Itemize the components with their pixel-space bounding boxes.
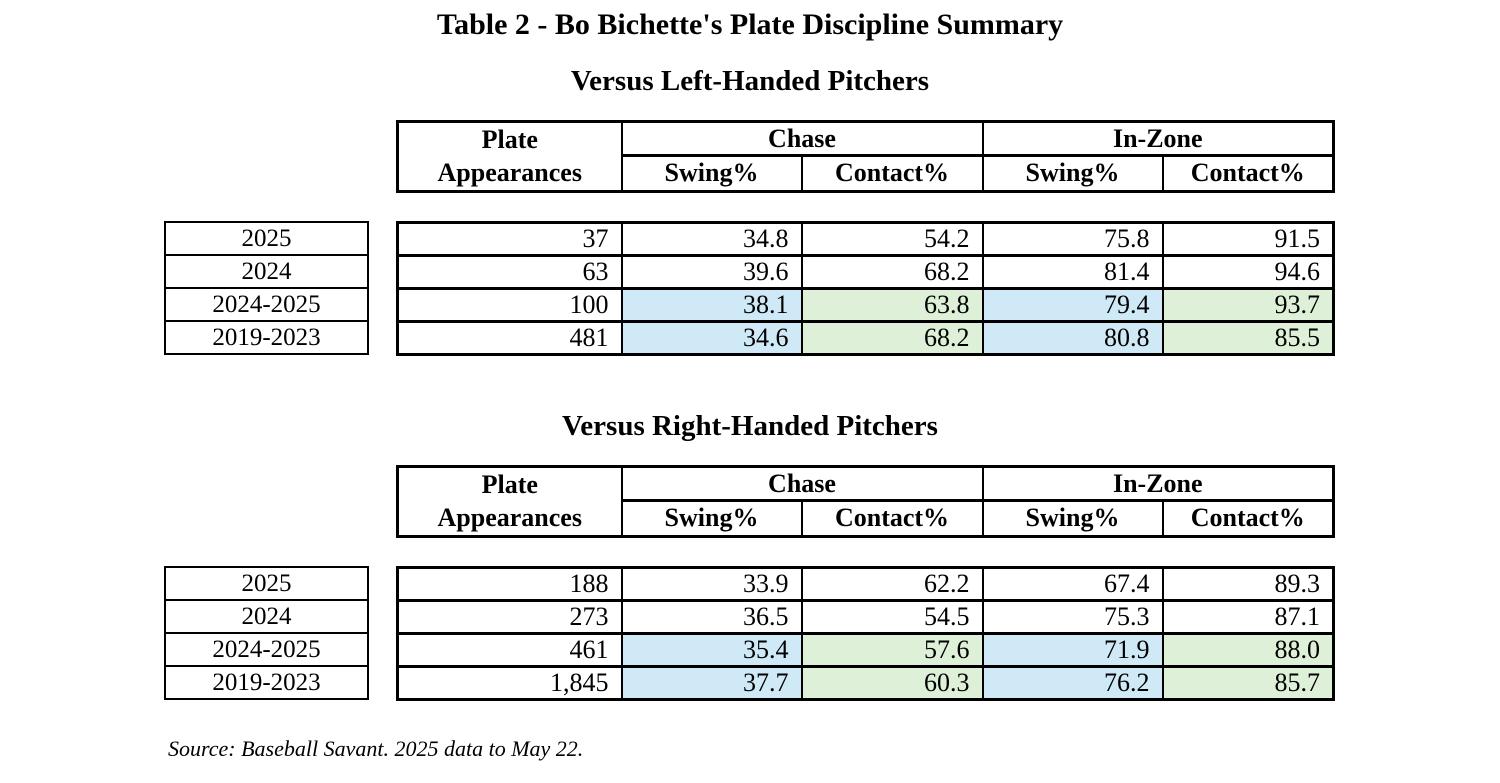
lhp-year-table: 2025 2024 2024-2025 2019-2023 [164, 221, 369, 355]
cell-plate-appearances: 37 [396, 221, 623, 257]
header-row-groups: Plate Appearances Chase In-Zone [396, 119, 1335, 193]
col-header-chase-contact: Contact% [800, 154, 984, 193]
table-row: 188 33.9 62.2 67.4 89.3 [396, 566, 1335, 602]
cell-zone-swing: 80.8 [981, 320, 1164, 356]
rhp-year-table: 2025 2024 2024-2025 2019-2023 [164, 566, 369, 700]
cell-zone-swing: 79.4 [981, 287, 1164, 323]
cell-year: 2025 [164, 566, 369, 601]
header-row-groups: Plate Appearances Chase In-Zone [396, 464, 1335, 538]
cell-chase-contact: 57.6 [800, 632, 984, 668]
cell-year: 2024 [164, 599, 369, 634]
table-row: 2019-2023 [164, 665, 369, 700]
lhp-header-table: Plate Appearances Chase In-Zone Swing% C… [396, 119, 1336, 193]
cell-year: 2024-2025 [164, 632, 369, 667]
cell-zone-contact: 89.3 [1161, 566, 1335, 602]
col-group-chase: Chase [620, 464, 984, 503]
figure-title: Table 2 - Bo Bichette's Plate Discipline… [436, 8, 1064, 41]
rhp-data-table: 188 33.9 62.2 67.4 89.3 273 36.5 54.5 75… [396, 566, 1335, 701]
cell-plate-appearances: 273 [396, 599, 623, 635]
col-header-zone-swing: Swing% [981, 154, 1164, 193]
table-row: 2025 [164, 221, 369, 256]
cell-zone-contact: 91.5 [1161, 221, 1335, 257]
cell-chase-contact: 62.2 [800, 566, 984, 602]
cell-zone-contact: 85.5 [1161, 320, 1335, 356]
col-header-plate-appearances: Plate Appearances [396, 120, 623, 193]
cell-zone-contact: 88.0 [1161, 632, 1335, 668]
cell-zone-swing: 75.3 [981, 599, 1164, 635]
cell-zone-swing: 81.4 [981, 254, 1164, 290]
cell-year: 2025 [164, 221, 369, 256]
cell-chase-swing: 37.7 [620, 665, 803, 701]
cell-zone-contact: 87.1 [1161, 599, 1335, 635]
table-row: 37 34.8 54.2 75.8 91.5 [396, 221, 1335, 257]
cell-zone-swing: 76.2 [981, 665, 1164, 701]
plate-label-line2: Appearances [437, 158, 582, 188]
plate-label-line2: Appearances [437, 503, 582, 533]
cell-chase-swing: 36.5 [620, 599, 803, 635]
cell-chase-contact: 68.2 [800, 254, 984, 290]
table-row: 2025 [164, 566, 369, 601]
cell-zone-contact: 93.7 [1161, 287, 1335, 323]
cell-zone-swing: 75.8 [981, 221, 1164, 257]
table-row: 2024-2025 [164, 632, 369, 667]
cell-chase-swing: 38.1 [620, 287, 803, 323]
cell-zone-swing: 67.4 [981, 566, 1164, 602]
col-group-in-zone: In-Zone [981, 119, 1335, 158]
cell-chase-swing: 39.6 [620, 254, 803, 290]
cell-chase-contact: 63.8 [800, 287, 984, 323]
cell-zone-contact: 94.6 [1161, 254, 1335, 290]
lhp-data-table: 37 34.8 54.2 75.8 91.5 63 39.6 68.2 81.4… [396, 221, 1335, 356]
cell-plate-appearances: 63 [396, 254, 623, 290]
col-header-zone-swing: Swing% [981, 499, 1164, 538]
cell-chase-swing: 33.9 [620, 566, 803, 602]
cell-chase-swing: 34.6 [620, 320, 803, 356]
cell-chase-contact: 54.5 [800, 599, 984, 635]
cell-chase-swing: 35.4 [620, 632, 803, 668]
cell-plate-appearances: 461 [396, 632, 623, 668]
cell-plate-appearances: 1,845 [396, 665, 623, 701]
table-row: 2024-2025 [164, 287, 369, 322]
cell-chase-contact: 60.3 [800, 665, 984, 701]
table-row: 2024 [164, 599, 369, 634]
cell-plate-appearances: 100 [396, 287, 623, 323]
cell-plate-appearances: 481 [396, 320, 623, 356]
rhp-header-table: Plate Appearances Chase In-Zone Swing% C… [396, 464, 1336, 538]
col-header-chase-swing: Swing% [620, 154, 803, 193]
header-row-metrics: Swing% Contact% Swing% Contact% [398, 499, 1335, 538]
section-subtitle-rhp: Versus Right-Handed Pitchers [562, 410, 938, 442]
col-header-zone-contact: Contact% [1161, 154, 1335, 193]
cell-plate-appearances: 188 [396, 566, 623, 602]
header-row-metrics: Swing% Contact% Swing% Contact% [398, 154, 1335, 193]
col-group-in-zone: In-Zone [981, 464, 1335, 503]
plate-label-line1: Plate [481, 125, 538, 154]
table-row-highlighted: 100 38.1 63.8 79.4 93.7 [396, 287, 1335, 323]
cell-zone-contact: 85.7 [1161, 665, 1335, 701]
table-row-highlighted: 481 34.6 68.2 80.8 85.5 [396, 320, 1335, 356]
table-row-highlighted: 461 35.4 57.6 71.9 88.0 [396, 632, 1335, 668]
col-header-chase-swing: Swing% [620, 499, 803, 538]
table-row: 273 36.5 54.5 75.3 87.1 [396, 599, 1335, 635]
col-header-plate-appearances: Plate Appearances [396, 465, 623, 538]
source-note: Source: Baseball Savant. 2025 data to Ma… [168, 736, 584, 761]
plate-label-line1: Plate [481, 470, 538, 499]
cell-chase-contact: 54.2 [800, 221, 984, 257]
cell-zone-swing: 71.9 [981, 632, 1164, 668]
cell-year: 2024 [164, 254, 369, 289]
cell-year: 2019-2023 [164, 665, 369, 700]
table-row-highlighted: 1,845 37.7 60.3 76.2 85.7 [396, 665, 1335, 701]
cell-year: 2024-2025 [164, 287, 369, 322]
table-row: 63 39.6 68.2 81.4 94.6 [396, 254, 1335, 290]
col-group-chase: Chase [620, 119, 984, 158]
table-row: 2024 [164, 254, 369, 289]
cell-chase-contact: 68.2 [800, 320, 984, 356]
cell-year: 2019-2023 [164, 320, 369, 355]
section-subtitle-lhp: Versus Left-Handed Pitchers [570, 65, 930, 97]
col-header-zone-contact: Contact% [1161, 499, 1335, 538]
col-header-chase-contact: Contact% [800, 499, 984, 538]
table-row: 2019-2023 [164, 320, 369, 355]
cell-chase-swing: 34.8 [620, 221, 803, 257]
